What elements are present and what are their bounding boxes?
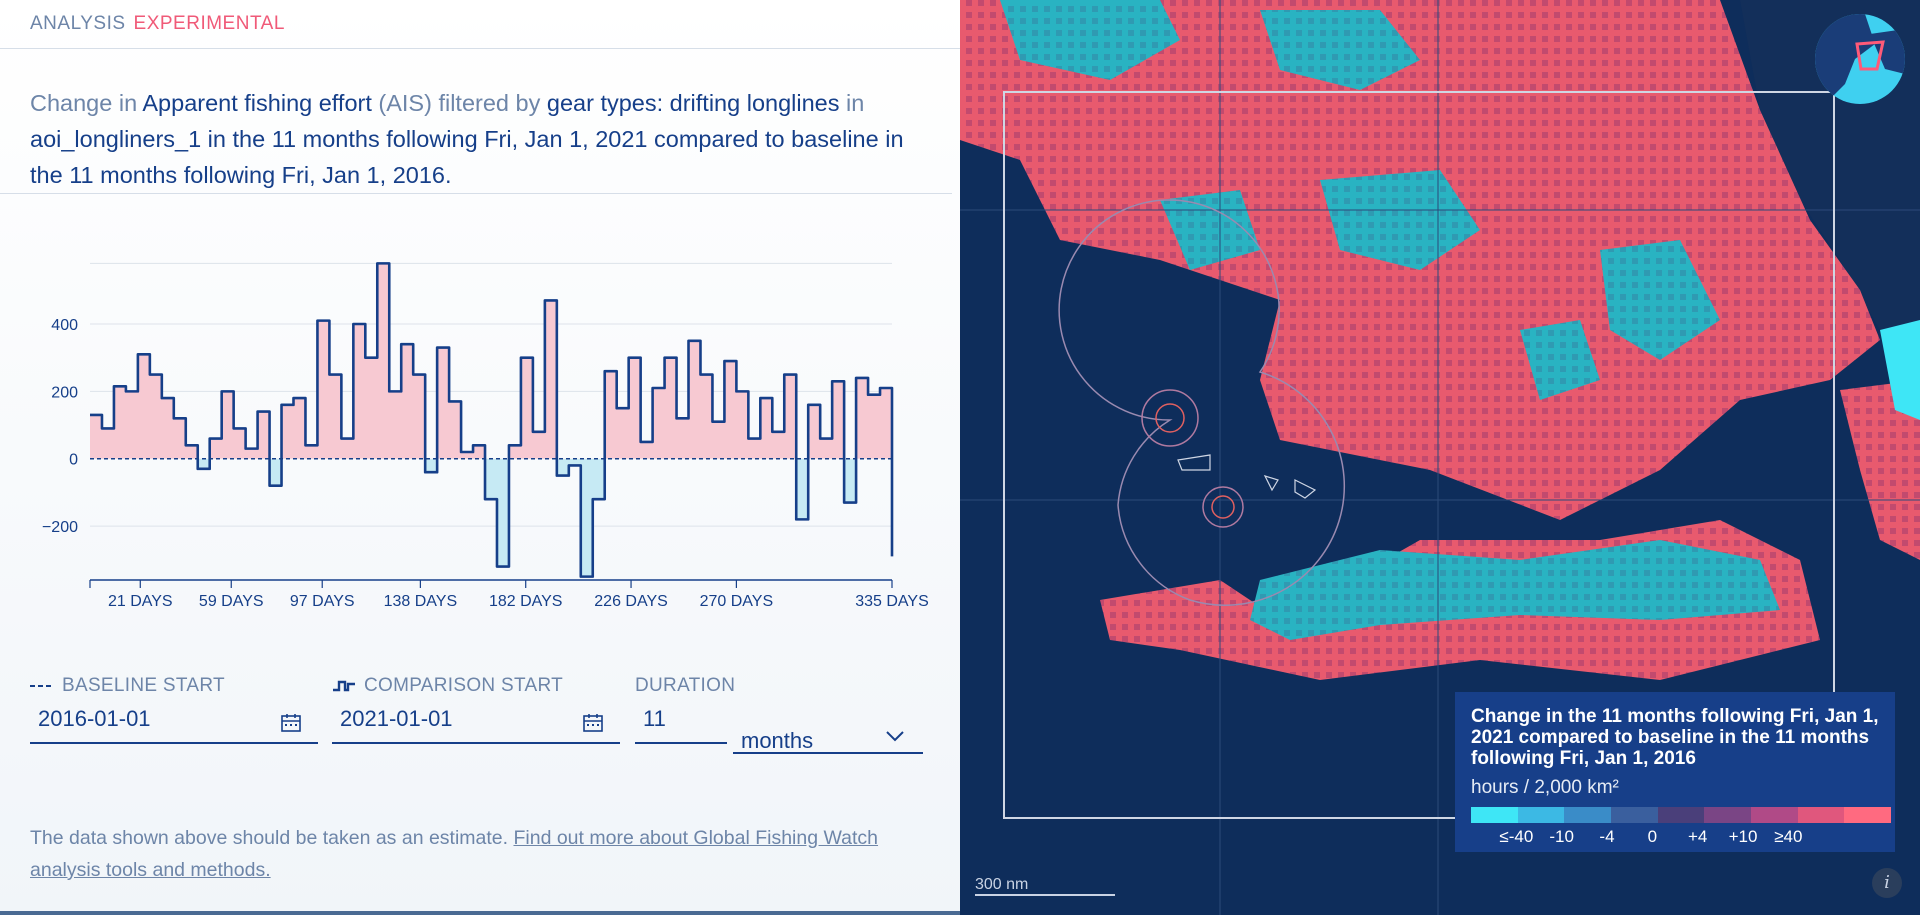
panel-header: ANALYSIS EXPERIMENTAL [0,0,960,49]
eez-boundary [1058,199,1346,607]
calendar-icon[interactable] [582,712,604,734]
duration-value: 11 [643,706,666,731]
desc-in: in [839,90,865,116]
island-ring-1-inner [1155,403,1185,433]
negative-area [90,458,892,577]
duration-label: DURATION [635,675,736,696]
calendar-icon[interactable] [280,712,302,734]
comparison-start-control: COMPARISON START 2021-01-01 [332,672,620,744]
comparison-start-input[interactable]: 2021-01-01 [332,704,620,744]
scale-bar [975,894,1115,896]
positive-area [90,263,892,459]
legend-color-swatch [1844,807,1892,823]
legend-color-swatch [1657,807,1705,823]
legend-tick-label: 0 [1647,827,1658,846]
comparison-start-label: COMPARISON START [364,675,564,696]
x-tick-label: 182 DAYS [489,593,563,610]
island-outlines [1177,454,1317,499]
legend-color-swatch [1517,807,1565,823]
duration-input[interactable]: 11 [635,704,727,744]
legend-ticks: ≤-40 -10 -4 0 +4 +10 ≥40 [1471,827,1879,851]
legend-color-ramp [1471,807,1892,823]
comparison-start-value: 2021-01-01 [340,706,453,731]
globe-icon[interactable] [1815,14,1905,104]
graticule [960,0,1920,915]
legend-tick-label: ≤-40 [1499,827,1534,846]
step-line-icon [333,680,355,692]
island-ring-1 [1141,389,1199,447]
y-tick-label: 200 [51,384,78,401]
baseline-start-input[interactable]: 2016-01-01 [30,704,318,744]
x-tick-label: 59 DAYS [199,593,264,610]
legend-tick-label: +4 [1687,827,1708,846]
dashed-line-icon [30,685,54,687]
methods-link[interactable]: Find out more about Global Fishing Watch… [30,827,879,881]
legend-tick-label: +10 [1728,827,1758,846]
x-tick-label: 335 DAYS [855,593,929,610]
island-ring-2-inner [1211,495,1235,519]
chevron-down-icon[interactable] [885,730,905,742]
legend-color-swatch [1471,807,1518,823]
disclaimer-text: The data shown above should be taken as … [30,827,514,849]
date-controls: BASELINE START 2016-01-01 COMPARISON STA… [30,672,930,762]
legend-title: Change in the 11 months following Fri, J… [1471,706,1879,769]
heat-cyan-east [1880,320,1920,420]
baseline-start-value: 2016-01-01 [38,706,151,731]
analysis-description: Change in Apparent fishing effort (AIS) … [0,49,952,194]
island-ring-2 [1202,486,1244,528]
y-tick-label: −200 [42,519,78,536]
duration-unit-value: months [741,728,814,753]
legend-unit: hours / 2,000 km² [1471,777,1619,798]
globe-minimap[interactable] [1815,14,1905,104]
disclaimer: The data shown above should be taken as … [30,822,910,886]
legend-color-swatch [1797,807,1845,823]
duration-unit-select[interactable]: months [733,714,923,754]
legend-color-swatch [1611,807,1658,823]
change-chart: −200 0 200 400 21 DAYS 59 DAYS 97 DAYS 138 DAYS… [42,262,929,610]
panel-title: ANALYSIS [30,13,126,34]
heat-red-east [1840,380,1920,560]
baseline-start-control: BASELINE START 2016-01-01 [30,672,318,744]
x-tick-label: 226 DAYS [594,593,668,610]
legend-tick-label: -10 [1549,827,1574,846]
info-icon[interactable]: i [1872,868,1902,898]
legend-color-swatch [1751,807,1798,823]
map-legend: Change in the 11 months following Fri, J… [1455,692,1895,852]
duration-control: DURATION 11 [635,672,735,744]
x-tick-label: 97 DAYS [290,593,355,610]
legend-tick-label: -4 [1599,827,1615,846]
x-tick-label: 270 DAYS [700,593,774,610]
panel-bottom-border [0,911,960,915]
x-tick-label: 138 DAYS [384,593,458,610]
baseline-start-label: BASELINE START [62,675,225,696]
y-tick-label: 400 [51,317,78,334]
legend-tick-label: ≥40 [1774,827,1803,846]
y-tick-label: 0 [69,452,78,469]
comparison-line [90,262,894,578]
analysis-panel: ANALYSIS EXPERIMENTAL Change in Apparent… [0,0,960,915]
x-tick-label: 21 DAYS [108,593,173,610]
area-of-interest [1003,91,1835,819]
desc-filter-prefix: (AIS) filtered by [371,90,547,116]
legend-color-swatch [1704,807,1752,823]
scale-label: 300 nm [975,876,1029,893]
legend-color-swatch [1564,807,1612,823]
heat-cyan-band [1250,540,1780,640]
desc-rest: aoi_longliners_1 in the 11 months follow… [30,126,904,188]
desc-dataset: Apparent fishing effort [142,90,372,116]
desc-filter: gear types: drifting longlines [546,90,840,116]
heat-cyan-patches [1000,0,1720,400]
desc-prefix: Change in [30,90,143,116]
experimental-badge: EXPERIMENTAL [133,13,285,34]
